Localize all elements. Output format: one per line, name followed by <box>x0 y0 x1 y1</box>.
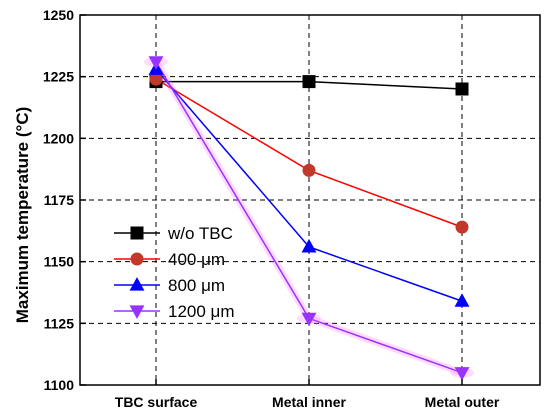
x-tick-label: Metal outer <box>425 394 500 410</box>
legend: w/o TBC 400 μm 800 μm 1200 μm <box>114 224 235 321</box>
y-tick-label: 1200 <box>43 130 74 146</box>
y-tick-label: 1125 <box>44 315 75 331</box>
data-point <box>454 293 470 307</box>
y-axis-ticks: 1100 1125 1150 1175 1200 1225 1250 <box>43 7 86 393</box>
legend-item: 400 μm <box>114 250 225 269</box>
series-markers <box>144 56 474 381</box>
data-point <box>455 220 469 234</box>
y-tick-label: 1175 <box>44 192 75 208</box>
y-tick-label: 1250 <box>43 7 74 23</box>
legend-label: 400 μm <box>168 250 225 269</box>
data-point <box>454 367 470 381</box>
y-tick-label: 1225 <box>43 69 74 85</box>
data-point <box>302 75 316 89</box>
data-point <box>302 163 316 177</box>
legend-marker <box>129 305 145 319</box>
legend-item: w/o TBC <box>114 224 233 243</box>
legend-label: 1200 μm <box>168 302 235 321</box>
data-point <box>301 312 317 327</box>
data-point <box>149 72 163 86</box>
x-tick-label: Metal inner <box>272 394 346 410</box>
x-axis-ticks: TBC surface Metal inner Metal outer <box>115 379 500 410</box>
data-point <box>301 238 317 253</box>
data-point <box>455 82 469 96</box>
y-axis-label: Maximum temperature (°C) <box>13 107 32 324</box>
y-tick-label: 1150 <box>44 254 75 270</box>
legend-marker <box>130 226 144 240</box>
x-tick-label: TBC surface <box>115 394 198 410</box>
legend-label: 800 μm <box>168 276 225 295</box>
data-point <box>148 56 164 70</box>
legend-marker <box>129 277 145 291</box>
legend-item: 800 μm <box>114 276 225 295</box>
legend-item: 1200 μm <box>114 302 235 321</box>
legend-label: w/o TBC <box>167 224 233 243</box>
y-tick-label: 1100 <box>44 377 75 393</box>
legend-marker <box>130 252 144 266</box>
